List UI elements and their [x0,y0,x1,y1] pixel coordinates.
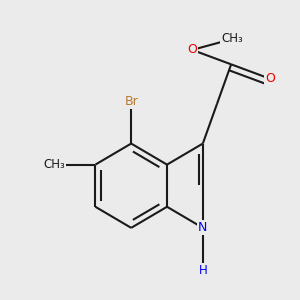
Text: N: N [198,221,208,234]
Text: O: O [187,44,197,56]
Text: H: H [199,263,207,277]
Text: CH₃: CH₃ [43,158,65,171]
Text: O: O [265,72,275,85]
Text: CH₃: CH₃ [221,32,243,46]
Text: Br: Br [124,95,138,108]
